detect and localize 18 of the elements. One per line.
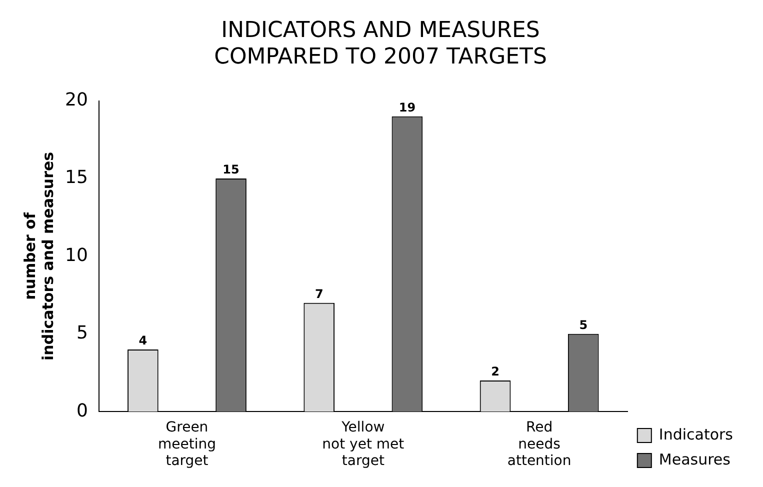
x-tick-label: Yellow not yet met target xyxy=(322,420,405,470)
data-label: 2 xyxy=(491,364,500,379)
data-label: 4 xyxy=(138,334,148,348)
data-label: 15 xyxy=(222,162,240,177)
legend-label: Indicators xyxy=(658,425,734,444)
y-tick-label: 5 xyxy=(76,322,88,344)
legend-label: Measures xyxy=(658,450,731,468)
data-label: 5 xyxy=(579,318,588,332)
y-axis-title: number of indicators and measures xyxy=(20,152,57,360)
x-tick-label: Green meeting target xyxy=(158,420,216,470)
data-label: 7 xyxy=(314,286,324,301)
chart-title: INDICATORS AND MEASURES COMPARED TO 2007 TARGETS xyxy=(214,18,547,70)
y-tick-label: 0 xyxy=(76,400,88,422)
y-tick-label: 15 xyxy=(65,167,88,188)
x-tick-label: Red needs attention xyxy=(507,420,572,470)
data-label: 19 xyxy=(398,100,416,114)
y-tick-label: 10 xyxy=(65,244,88,266)
y-tick-label: 20 xyxy=(65,89,88,110)
